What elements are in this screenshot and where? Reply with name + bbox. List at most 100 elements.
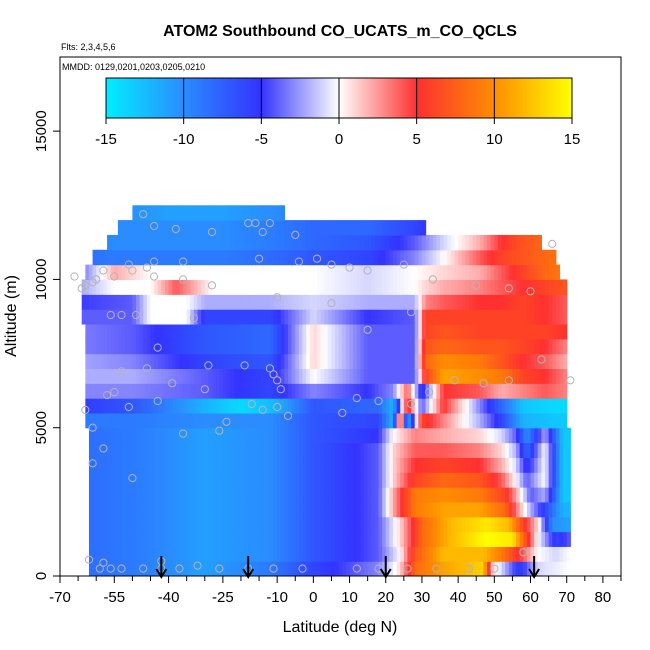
heatmap-cell (472, 249, 477, 266)
heatmap-cell (186, 531, 191, 547)
heatmap-cell (277, 279, 282, 295)
heatmap-cell (172, 531, 177, 547)
heatmap-cell (240, 516, 246, 533)
heatmap-cell (186, 516, 191, 533)
heatmap-cell (175, 546, 181, 562)
heatmap-cell (204, 516, 209, 533)
heatmap-cell (468, 323, 474, 340)
heatmap-cell (244, 294, 249, 310)
heatmap-cell (143, 220, 148, 236)
heatmap-cell (508, 234, 514, 251)
heatmap-cell (364, 412, 369, 429)
heatmap-cell (150, 501, 155, 518)
colorbar-tick-label: -15 (95, 131, 117, 148)
heatmap-cell (501, 264, 506, 281)
heatmap-cell (400, 353, 405, 369)
heatmap-cell (421, 516, 427, 533)
heatmap-cell (356, 383, 362, 399)
heatmap-cell (255, 531, 260, 547)
heatmap-cell (563, 472, 568, 488)
heatmap-cell (121, 531, 126, 547)
heatmap-cell (530, 398, 535, 414)
heatmap-cell (331, 234, 336, 251)
heatmap-cell (335, 427, 340, 444)
heatmap-cell (374, 294, 380, 310)
heatmap-cell (233, 561, 238, 576)
heatmap-cell (458, 338, 463, 355)
heatmap-cell (186, 368, 191, 384)
heatmap-cell (212, 472, 217, 488)
heatmap-cell (273, 294, 278, 310)
heatmap-cell (479, 546, 485, 562)
observation-point (472, 281, 481, 290)
heatmap-cell (172, 383, 177, 399)
heatmap-cell (392, 531, 398, 547)
heatmap-cell (262, 412, 267, 429)
heatmap-cell (201, 427, 206, 444)
heatmap-row (132, 205, 285, 221)
heatmap-cell (266, 234, 271, 251)
heatmap-cell (121, 368, 126, 384)
heatmap-cell (548, 442, 553, 458)
heatmap-cell (128, 457, 133, 473)
heatmap-cell (403, 220, 409, 236)
heatmap-cell (154, 205, 159, 221)
heatmap-cell (251, 412, 257, 429)
heatmap-cell (244, 338, 249, 355)
observation-point (103, 391, 112, 400)
heatmap-cell (501, 383, 506, 399)
heatmap-cell (483, 294, 488, 310)
heatmap-cell (298, 323, 304, 340)
heatmap-cell (389, 220, 394, 236)
heatmap-cell (364, 561, 369, 576)
heatmap-cell (197, 220, 202, 236)
heatmap-cell (295, 501, 300, 518)
heatmap-cell (201, 338, 206, 355)
heatmap-cell (367, 338, 372, 355)
heatmap-cell (284, 338, 289, 355)
heatmap-cell (559, 338, 564, 355)
heatmap-cell (378, 368, 383, 384)
heatmap-cell (88, 323, 94, 340)
heatmap-cell (190, 220, 195, 236)
heatmap-cell (201, 546, 206, 562)
heatmap-cell (519, 294, 524, 310)
heatmap-cell (96, 264, 101, 281)
heatmap-cell (110, 249, 115, 266)
heatmap-cell (382, 561, 387, 576)
heatmap-cell (164, 338, 170, 355)
heatmap-cell (291, 472, 296, 488)
heatmap-cell (233, 457, 238, 473)
heatmap-cell (226, 383, 231, 399)
heatmap-cell (154, 338, 159, 355)
heatmap-cell (371, 353, 376, 369)
heatmap-cell (262, 561, 267, 576)
heatmap-cell (335, 309, 340, 325)
heatmap-cell (269, 234, 275, 251)
heatmap-cell (429, 264, 434, 281)
heatmap-cell (501, 338, 506, 355)
heatmap-cell (107, 323, 112, 340)
heatmap-cell (179, 205, 184, 221)
heatmap-cell (233, 294, 238, 310)
heatmap-cell (175, 309, 181, 325)
heatmap-cell (121, 487, 126, 503)
heatmap-cell (255, 561, 260, 576)
heatmap-cell (103, 412, 108, 429)
heatmap-cell (190, 294, 195, 310)
heatmap-cell (548, 309, 553, 325)
heatmap-cell (454, 279, 459, 295)
heatmap-cell (125, 220, 130, 236)
heatmap-cell (269, 279, 275, 295)
heatmap-row (88, 516, 571, 533)
heatmap-cell (418, 264, 423, 281)
heatmap-cell (519, 457, 524, 473)
heatmap-cell (534, 516, 539, 533)
heatmap-cell (114, 546, 119, 562)
heatmap-cell (208, 546, 213, 562)
heatmap-cell (360, 442, 365, 458)
heatmap-cell (440, 353, 445, 369)
heatmap-cell (494, 309, 499, 325)
heatmap-cell (284, 487, 289, 503)
heatmap-cell (107, 427, 112, 444)
